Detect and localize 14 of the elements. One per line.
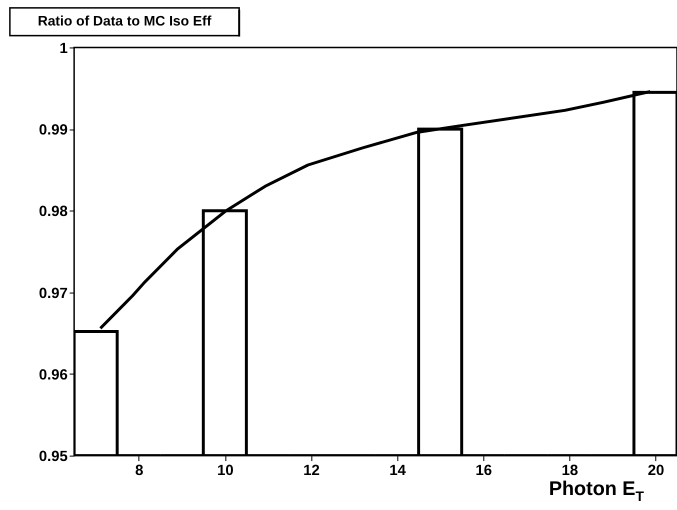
y-tick-label: 0.98 (38, 204, 68, 220)
x-tick-label: 12 (303, 462, 320, 479)
x-tick-label: 8 (135, 462, 144, 479)
x-tick-label: 16 (475, 462, 492, 479)
x-tick-label: 18 (562, 462, 578, 479)
x-tick-label: 14 (389, 462, 407, 479)
y-tick-label: 0.99 (38, 122, 68, 139)
y-tick-label: 0.96 (38, 367, 68, 384)
y-tick-label: 1 (59, 40, 68, 57)
x-tick-label: 20 (648, 462, 664, 479)
chart-title: Ratio of Data to MC Iso Eff (38, 12, 212, 29)
y-tick-label: 0.97 (38, 286, 68, 302)
x-tick-label: 10 (217, 462, 234, 479)
y-tick-label: 0.95 (38, 449, 68, 466)
